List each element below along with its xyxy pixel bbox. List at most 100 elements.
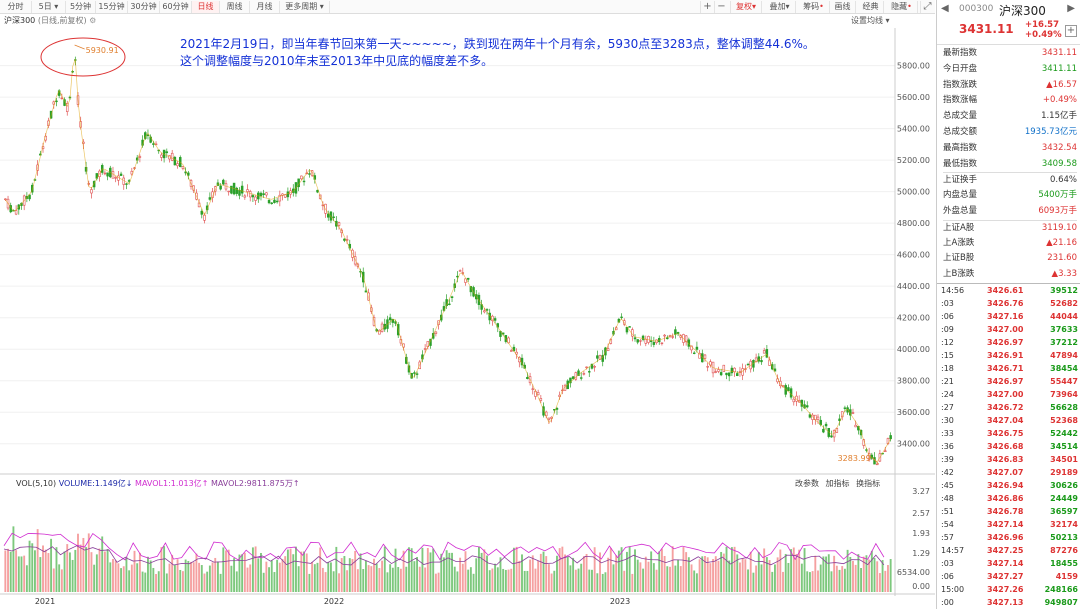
quote-row: 今日开盘 3411.11 [943, 62, 1077, 78]
tab-5min[interactable]: 5分钟 [66, 1, 96, 13]
volume-bar [790, 549, 793, 592]
tick-time: 14:57 [941, 546, 965, 555]
volume-bar [128, 570, 131, 592]
volume-bar [321, 567, 324, 592]
volume-bar [709, 563, 712, 592]
adjust-label: 复权 [735, 2, 752, 11]
tab-more-periods[interactable]: 更多周期 ▾ [280, 1, 330, 13]
volume-bar [539, 553, 542, 592]
gear-icon[interactable]: ⚙ [89, 16, 97, 25]
quote-row-label: 总成交量 [943, 111, 978, 122]
candle-body [539, 398, 543, 401]
tick-price: 3426.86 [987, 494, 1024, 503]
tick-row: :03 3427.14 18455 [937, 557, 1080, 570]
next-arrow-icon[interactable]: ▶ [1067, 3, 1075, 14]
tab-30min[interactable]: 30分钟 [128, 1, 160, 13]
draw-line-button[interactable]: 画线 [830, 1, 856, 13]
volume-bar [168, 563, 171, 592]
classic-button[interactable]: 经典 [858, 1, 884, 13]
volume-bar [545, 556, 548, 592]
tick-row: :45 3426.94 30626 [937, 479, 1080, 492]
candle-body [275, 200, 279, 203]
candle-body [547, 417, 551, 420]
volume-bar [103, 551, 106, 592]
tick-time: :54 [941, 520, 954, 529]
vol-add-indicator[interactable]: 加指标 [825, 479, 850, 488]
hide-button[interactable]: 隐藏• [886, 1, 918, 13]
volume-bar [604, 572, 607, 592]
ma-settings[interactable]: 设置均线 ▾ [851, 16, 890, 25]
tab-weekly[interactable]: 周线 [220, 1, 250, 13]
candle-body [663, 334, 666, 337]
volume-bar [774, 564, 776, 592]
prev-arrow-icon[interactable]: ◀ [941, 3, 949, 14]
volume-bar [620, 547, 623, 592]
tab-monthly[interactable]: 月线 [250, 1, 280, 13]
volume-bar [623, 570, 626, 592]
quote-code: 000300 [959, 4, 994, 14]
volume-bar [488, 570, 491, 592]
quote-row: 外盘总量 6093万手 [943, 204, 1077, 220]
tick-time: :09 [941, 325, 954, 334]
volume-bar [155, 573, 157, 592]
tick-row: :09 3427.00 37633 [937, 323, 1080, 336]
volume-bar [225, 550, 227, 592]
volume-axis-label: 1.29 [912, 549, 930, 558]
zoom-in-icon[interactable]: + [700, 1, 714, 13]
overlay-button[interactable]: 叠加▾ [764, 1, 796, 13]
volume-bar [354, 550, 357, 592]
quote-row-value: ▲3.33 [1051, 269, 1077, 280]
tick-price: 3427.13 [987, 598, 1024, 607]
tab-fenshi[interactable]: 分时 [0, 1, 32, 13]
volume-bar [192, 562, 195, 592]
volume-bar [591, 569, 593, 592]
tab-60min[interactable]: 60分钟 [160, 1, 192, 13]
volume-bar [219, 573, 222, 592]
candle-body [601, 355, 604, 362]
volume-bar [763, 548, 766, 592]
volume-bar [367, 565, 370, 592]
kline-chart[interactable]: 5800.00 5600.00 5400.00 5200.00 5000.00 4800.… [0, 28, 935, 609]
volume-bar [31, 543, 34, 592]
candle-body [633, 337, 637, 340]
tick-row: :51 3426.78 36597 [937, 505, 1080, 518]
candle-body [843, 407, 847, 409]
chips-label: 筹码 [803, 2, 820, 11]
volume-bar [502, 568, 505, 592]
volume-axis-label: 6534.00 [897, 568, 930, 577]
tab-daily[interactable]: 日线 [192, 1, 220, 13]
candle-body [227, 190, 230, 193]
volume-bar [663, 555, 666, 592]
candle-body [273, 199, 276, 203]
candle-body [746, 363, 750, 366]
zoom-out-icon[interactable]: − [714, 1, 728, 13]
volume-bar [526, 570, 529, 592]
volume-bar [443, 557, 445, 592]
vol-change-params[interactable]: 改参数 [795, 479, 819, 488]
candle-body [830, 435, 833, 438]
volume-bar [830, 571, 833, 592]
adjust-button[interactable]: 复权▾ [730, 1, 762, 13]
volume-bar [214, 557, 217, 592]
tick-price: 3427.14 [987, 559, 1024, 568]
volume-bar [230, 565, 233, 592]
volume-bar [424, 567, 427, 592]
tick-time: :24 [941, 390, 954, 399]
volume-bar [206, 571, 209, 592]
expand-icon[interactable]: ⤢ [920, 1, 934, 13]
add-watch-icon[interactable]: + [1065, 25, 1077, 37]
chips-button[interactable]: 筹码• [798, 1, 830, 13]
vol-switch-indicator[interactable]: 换指标 [856, 479, 881, 488]
volume-bar [677, 559, 680, 592]
quote-row-value: 5400万手 [1038, 190, 1077, 201]
tab-15min[interactable]: 15分钟 [96, 1, 128, 13]
candle-body [555, 408, 559, 410]
volume-bar [744, 559, 747, 592]
tab-5day[interactable]: 5日 ▾ [32, 1, 66, 13]
volume-bar [42, 545, 44, 592]
candle-body [526, 376, 529, 380]
volume-bar [184, 559, 187, 592]
volume-bar [887, 565, 889, 592]
volume-bar [208, 565, 211, 592]
tick-time: :42 [941, 468, 954, 477]
